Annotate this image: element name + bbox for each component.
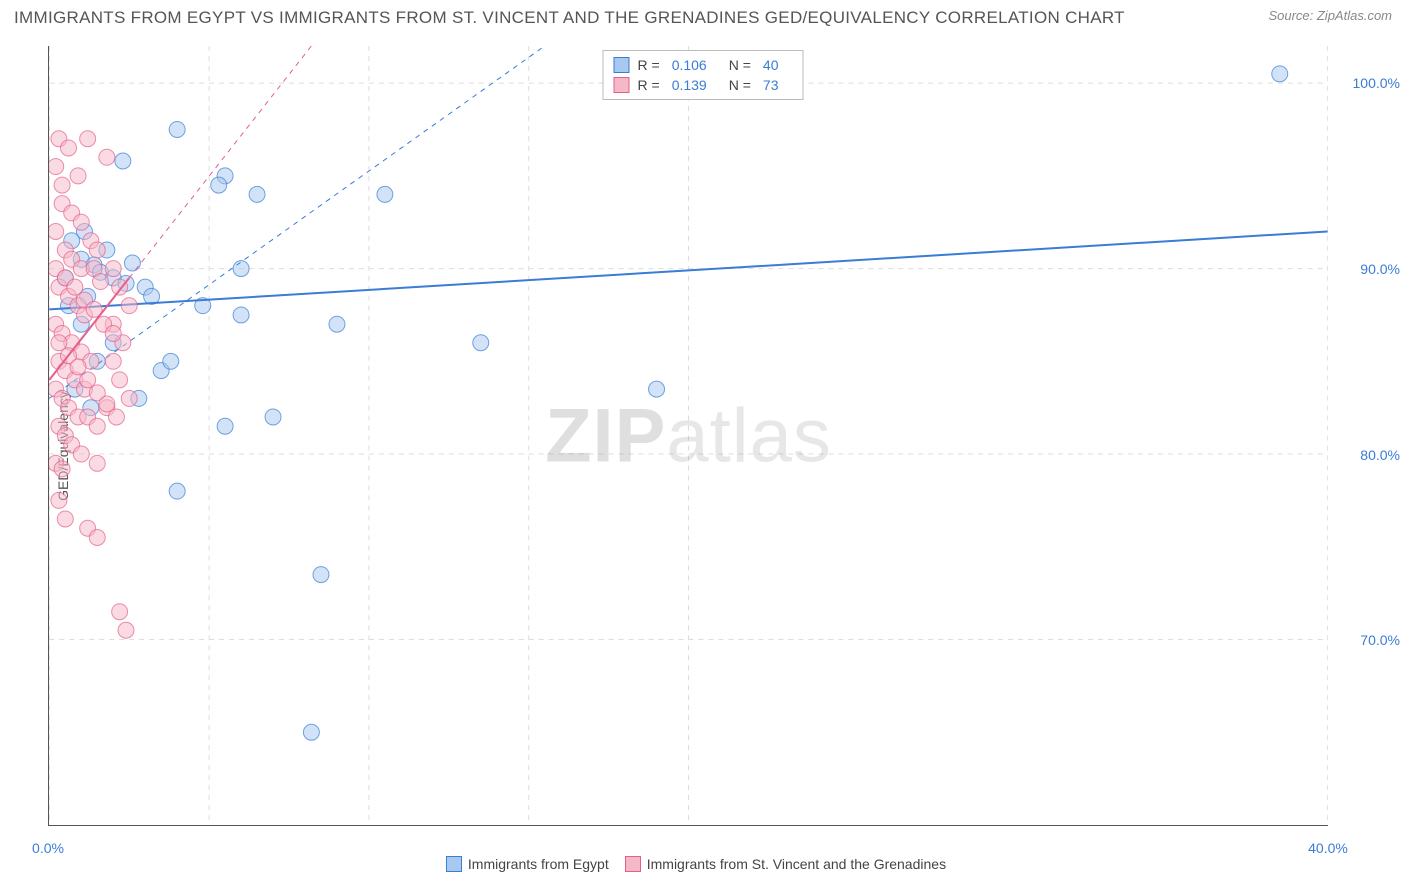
data-point [249,186,265,202]
data-point [51,492,67,508]
legend-swatch [614,57,630,73]
data-point [124,255,140,271]
data-point [329,316,345,332]
y-tick-label: 70.0% [1360,632,1400,648]
data-point [49,159,64,175]
data-point [377,186,393,202]
data-point [233,261,249,277]
data-point [105,353,121,369]
data-point [108,409,124,425]
data-point [169,483,185,499]
stat-legend-row: R = 0.139 N = 73 [614,75,793,95]
data-point [265,409,281,425]
data-point [89,530,105,546]
data-point [49,223,64,239]
data-point [99,149,115,165]
n-value: 40 [763,57,779,73]
data-point [118,622,134,638]
data-point [92,274,108,290]
data-point [211,177,227,193]
data-point [54,177,70,193]
legend-label: Immigrants from St. Vincent and the Gren… [647,856,946,872]
data-point [169,121,185,137]
n-value: 73 [763,77,779,93]
r-value: 0.139 [672,77,707,93]
data-point [112,372,128,388]
data-point [105,261,121,277]
data-point [473,335,489,351]
x-tick-label: 40.0% [1308,840,1348,856]
scatter-plot-svg [49,46,1328,825]
data-point [57,511,73,527]
data-point [89,455,105,471]
chart-source: Source: ZipAtlas.com [1268,8,1392,23]
n-label: N = [729,77,751,93]
n-label: N = [729,57,751,73]
chart-title: IMMIGRANTS FROM EGYPT VS IMMIGRANTS FROM… [14,8,1125,28]
data-point [80,131,96,147]
data-point [73,214,89,230]
data-point [89,418,105,434]
stat-legend-row: R = 0.106 N = 40 [614,55,793,75]
legend-swatch [446,856,462,872]
data-point [105,325,121,341]
trend-line-extrapolated [129,46,311,278]
data-point [115,153,131,169]
data-point [313,567,329,583]
data-point [163,353,179,369]
data-point [1272,66,1288,82]
chart-header: IMMIGRANTS FROM EGYPT VS IMMIGRANTS FROM… [0,0,1406,32]
y-tick-label: 100.0% [1353,75,1400,91]
data-point [649,381,665,397]
data-point [121,390,137,406]
data-point [61,140,77,156]
r-value: 0.106 [672,57,707,73]
data-point [54,461,70,477]
data-point [233,307,249,323]
y-tick-label: 80.0% [1360,447,1400,463]
legend-swatch [614,77,630,93]
x-axis: 0.0%40.0% [48,832,1328,856]
data-point [73,446,89,462]
legend-swatch [625,856,641,872]
data-point [303,724,319,740]
r-label: R = [638,57,660,73]
data-point [112,604,128,620]
data-point [121,298,137,314]
r-label: R = [638,77,660,93]
correlation-legend: R = 0.106 N = 40 R = 0.139 N = 73 [603,50,804,100]
series-legend: Immigrants from Egypt Immigrants from St.… [48,856,1328,872]
legend-label: Immigrants from Egypt [468,856,609,872]
data-point [217,418,233,434]
data-point [89,242,105,258]
plot-area: ZIPatlas 70.0%80.0%90.0%100.0% [48,46,1328,826]
x-tick-label: 0.0% [32,840,64,856]
y-tick-label: 90.0% [1360,261,1400,277]
data-point [70,168,86,184]
